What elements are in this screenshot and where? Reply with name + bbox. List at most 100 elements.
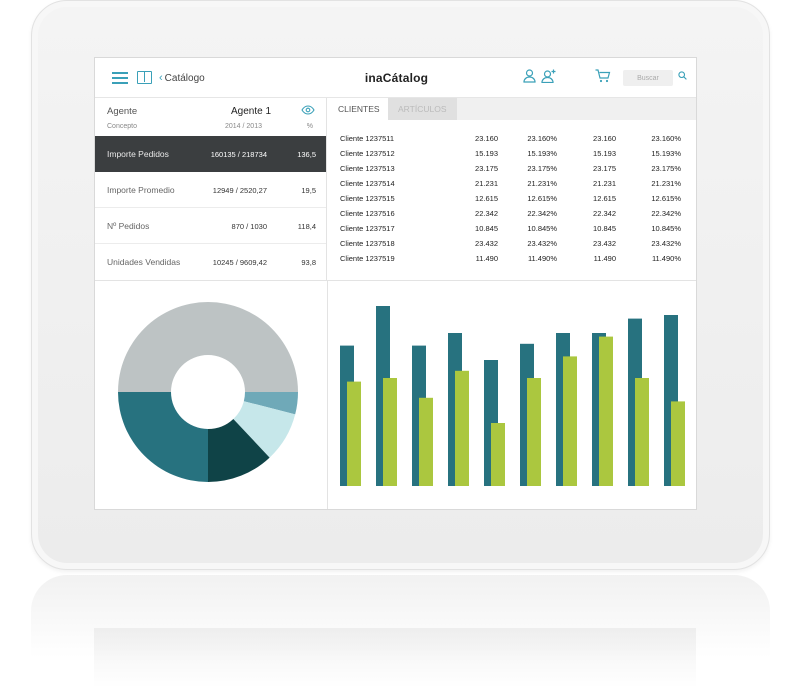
table-row[interactable]: Cliente 1237519 11.490 11.490% 11.490 11.490…: [340, 254, 690, 269]
summary-row-label: Importe Pedidos: [107, 149, 169, 159]
summary-row[interactable]: Importe Promedio 12949 / 2520,27 19,5: [95, 172, 326, 208]
search-icon[interactable]: [678, 71, 687, 82]
donut-slice[interactable]: [118, 392, 208, 482]
bar-series-2[interactable]: [599, 336, 613, 486]
summary-row[interactable]: Importe Pedidos 160135 / 218734 136,5: [95, 136, 326, 172]
client-value-cell: 23.432: [593, 239, 616, 248]
client-value-cell: 23.160%: [527, 134, 557, 143]
client-value-cell: 15.193%: [527, 149, 557, 158]
bar-series-2[interactable]: [383, 378, 397, 486]
user-add-icon[interactable]: [541, 69, 557, 86]
search-input[interactable]: [623, 70, 673, 86]
agent-label: Agente: [107, 106, 138, 117]
tab-clientes[interactable]: CLIENTES: [328, 98, 390, 120]
hamburger-icon[interactable]: [112, 72, 128, 84]
bar-series-2[interactable]: [563, 356, 577, 486]
summary-row-percent: 136,5: [297, 150, 316, 159]
client-value-cell: 23.175: [593, 164, 616, 173]
client-value-cell: 23.432%: [651, 239, 681, 248]
tablet-reflection: [31, 575, 770, 688]
eye-icon[interactable]: [301, 104, 315, 118]
client-name-cell: Cliente 1237518: [340, 239, 395, 248]
summary-row-value: 12949 / 2520,27: [212, 186, 267, 195]
table-row[interactable]: Cliente 1237514 21.231 21.231% 21.231 21.231…: [340, 179, 690, 194]
client-value-cell: 23.160%: [651, 134, 681, 143]
client-name-cell: Cliente 1237513: [340, 164, 395, 173]
donut-slice[interactable]: [233, 401, 296, 458]
summary-row[interactable]: Unidades Vendidas 10245 / 9609,42 93,8: [95, 244, 326, 280]
tab-articulos[interactable]: ARTÍCULOS: [388, 98, 457, 120]
client-value-cell: 23.160: [475, 134, 498, 143]
client-value-cell: 23.175%: [527, 164, 557, 173]
client-value-cell: 12.615: [593, 194, 616, 203]
summary-row-percent: 118,4: [297, 222, 316, 231]
summary-panel: Agente Agente 1 Concepto 2014 / 2013 % I…: [95, 98, 327, 280]
back-label: Catálogo: [164, 73, 205, 84]
clients-panel: CLIENTES ARTÍCULOS Cliente 1237511 23.160…: [328, 98, 696, 280]
bar-series-2[interactable]: [635, 378, 649, 486]
client-value-cell: 11.490: [593, 254, 616, 263]
table-row[interactable]: Cliente 1237513 23.175 23.175% 23.175 23.175…: [340, 164, 690, 179]
bar-series-2[interactable]: [455, 370, 469, 486]
summary-row-percent: 19,5: [301, 186, 316, 195]
chevron-left-icon: ‹: [159, 72, 163, 84]
bar-series-2[interactable]: [419, 397, 433, 486]
client-name-cell: Cliente 1237515: [340, 194, 395, 203]
client-name-cell: Cliente 1237512: [340, 149, 395, 158]
app-title: inaCátalog: [364, 71, 429, 85]
user-icon[interactable]: [523, 69, 536, 86]
donut-chart: [118, 302, 298, 482]
table-row[interactable]: Cliente 1237517 10.845 10.845% 10.845 10.845…: [340, 224, 690, 239]
client-value-cell: 11.490: [475, 254, 498, 263]
bar-series-2[interactable]: [491, 423, 505, 486]
table-row[interactable]: Cliente 1237516 22.342 22.342% 22.342 22.342…: [340, 209, 690, 224]
client-value-cell: 10.845%: [651, 224, 681, 233]
bar-series-2[interactable]: [671, 401, 685, 486]
summary-header: Agente Agente 1 Concepto 2014 / 2013 %: [107, 104, 319, 136]
client-name-cell: Cliente 1237519: [340, 254, 395, 263]
bar-series-2[interactable]: [347, 381, 361, 486]
tab-bar: CLIENTES ARTÍCULOS: [328, 98, 696, 120]
client-value-cell: 11.490%: [527, 254, 557, 263]
agent-value[interactable]: Agente 1: [231, 106, 272, 117]
client-value-cell: 10.845: [593, 224, 616, 233]
table-row[interactable]: Cliente 1237512 15.193 15.193% 15.193 15.193…: [340, 149, 690, 164]
table-row[interactable]: Cliente 1237511 23.160 23.160% 23.160 23.160…: [340, 134, 690, 149]
client-value-cell: 23.432%: [527, 239, 557, 248]
summary-row-label: Nº Pedidos: [107, 221, 150, 231]
client-value-cell: 10.845%: [527, 224, 557, 233]
bar-series-2[interactable]: [527, 378, 541, 486]
client-value-cell: 11.490%: [651, 254, 681, 263]
client-name-cell: Cliente 1237511: [340, 134, 395, 143]
client-value-cell: 22.342%: [651, 209, 681, 218]
client-value-cell: 21.231%: [651, 179, 681, 188]
bar-chart: [340, 306, 685, 486]
cart-icon[interactable]: [595, 69, 611, 86]
client-value-cell: 12.615: [475, 194, 498, 203]
table-row[interactable]: Cliente 1237518 23.432 23.432% 23.432 23.432…: [340, 239, 690, 254]
period-label: 2014 / 2013: [225, 123, 262, 130]
back-button[interactable]: ‹ Catálogo: [159, 72, 205, 84]
summary-row-percent: 93,8: [301, 258, 316, 267]
client-value-cell: 21.231: [593, 179, 616, 188]
client-value-cell: 22.342: [593, 209, 616, 218]
divider: [327, 280, 328, 509]
client-value-cell: 22.342%: [527, 209, 557, 218]
reflection-screen: [94, 628, 696, 688]
top-bar: ‹ Catálogo inaCátalog: [95, 58, 696, 98]
donut-slice[interactable]: [208, 418, 270, 482]
book-icon[interactable]: [137, 71, 152, 84]
client-value-cell: 23.175%: [651, 164, 681, 173]
client-value-cell: 15.193%: [651, 149, 681, 158]
donut-slice[interactable]: [243, 392, 298, 415]
summary-row[interactable]: Nº Pedidos 870 / 1030 118,4: [95, 208, 326, 244]
client-value-cell: 22.342: [475, 209, 498, 218]
summary-row-label: Unidades Vendidas: [107, 257, 181, 267]
donut-slice[interactable]: [118, 302, 298, 392]
summary-row-value: 160135 / 218734: [210, 150, 267, 159]
client-value-cell: 21.231%: [527, 179, 557, 188]
client-name-cell: Cliente 1237516: [340, 209, 395, 218]
client-value-cell: 12.615%: [527, 194, 557, 203]
table-row[interactable]: Cliente 1237515 12.615 12.615% 12.615 12.615…: [340, 194, 690, 209]
app-screen: ‹Catálogo inaCátalog Agente Agente 1 Con…: [94, 57, 697, 510]
